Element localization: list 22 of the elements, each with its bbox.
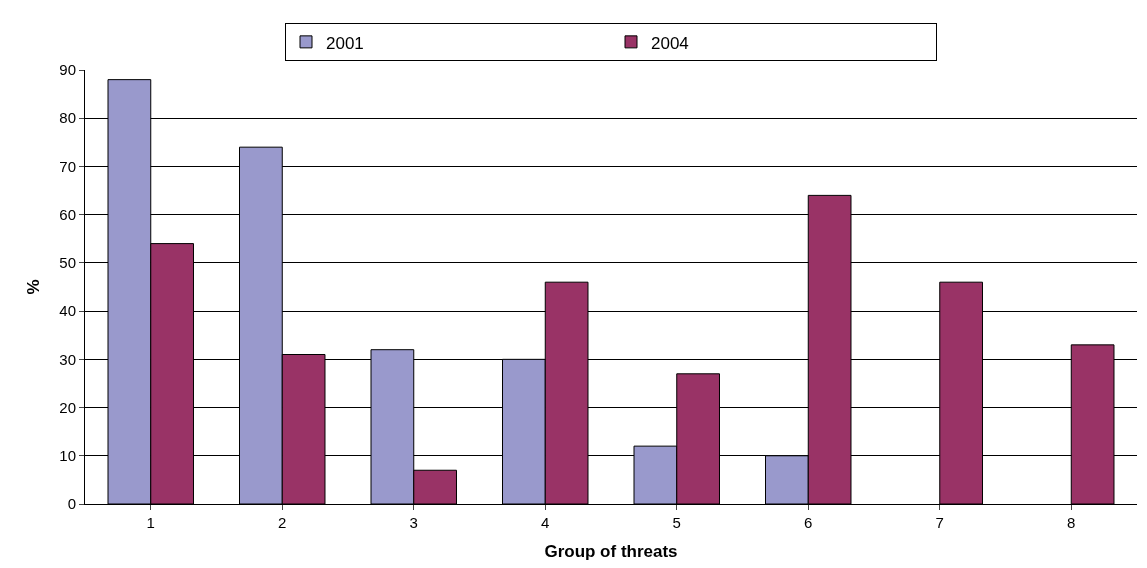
y-tick-label: 70 — [59, 157, 76, 175]
legend-label: 2004 — [651, 33, 689, 53]
y-tick-label: 60 — [59, 205, 76, 223]
x-tick-label: 5 — [672, 514, 681, 531]
x-tick-label: 8 — [1067, 514, 1076, 531]
y-tick-label: 20 — [59, 398, 76, 416]
y-tick-label: 40 — [59, 302, 76, 320]
x-tick-label: 4 — [541, 514, 550, 531]
x-tick-label: 1 — [146, 514, 155, 531]
x-axis-title: Group of threats — [544, 542, 678, 562]
y-tick-label: 80 — [59, 109, 76, 127]
y-tick-label: 0 — [67, 495, 76, 513]
y-tick-label: 90 — [59, 61, 76, 79]
x-tick-label: 6 — [804, 514, 813, 531]
y-tick-label: 10 — [59, 447, 76, 465]
y-tick-label: 50 — [59, 254, 76, 272]
x-tick-label: 3 — [409, 514, 418, 531]
y-axis-title: % — [23, 279, 43, 295]
legend-label: 2001 — [326, 33, 364, 53]
x-tick-label: 7 — [935, 514, 944, 531]
x-tick-label: 2 — [278, 514, 287, 531]
y-tick-label: 30 — [59, 350, 76, 368]
